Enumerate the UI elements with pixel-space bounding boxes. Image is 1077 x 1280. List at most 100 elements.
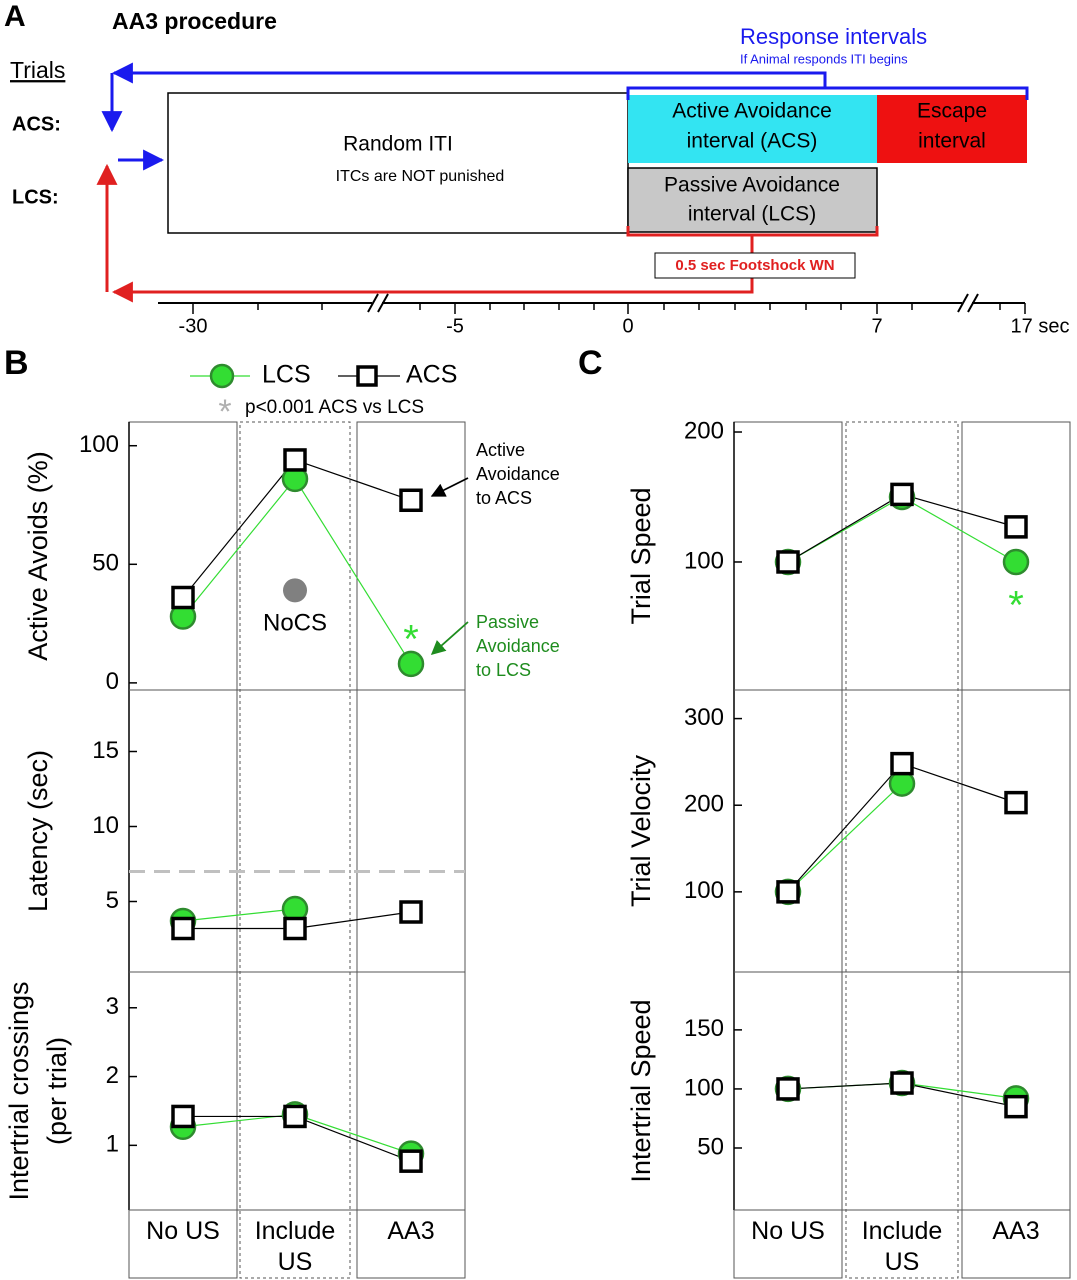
y-tick-label: 50 xyxy=(92,550,119,577)
y-tick-label: 5 xyxy=(106,887,119,914)
data-point xyxy=(1004,515,1028,539)
y-tick-label: 10 xyxy=(92,812,119,839)
annotation: Active xyxy=(476,440,525,460)
y-tick-label: 50 xyxy=(697,1133,724,1160)
y-tick-label: 2 xyxy=(106,1062,119,1089)
axis-break xyxy=(367,293,979,313)
data-point xyxy=(171,916,195,941)
category-column xyxy=(239,421,351,1279)
escape-box-text: interval xyxy=(918,130,986,153)
iti-box xyxy=(167,92,629,234)
annotation-arrow xyxy=(430,621,469,655)
y-tick-label: 15 xyxy=(92,737,119,764)
footshock-box xyxy=(654,252,856,279)
y-tick-label: 100 xyxy=(684,1074,724,1101)
y-axis-label: (per trial) xyxy=(42,1037,72,1145)
data-point xyxy=(1004,790,1028,815)
y-tick-label: 200 xyxy=(684,791,724,818)
data-point xyxy=(1002,548,1030,576)
timeline-label: 17 sec xyxy=(1011,315,1070,337)
data-point xyxy=(171,1104,195,1129)
acs-box-text: Active Avoidance xyxy=(672,100,832,123)
panel-title: AA3 procedure xyxy=(112,8,277,34)
data-point xyxy=(399,1149,423,1173)
acs-label: ACS: xyxy=(12,113,61,135)
annotation: to ACS xyxy=(476,488,532,508)
response-bracket xyxy=(626,86,1029,100)
lcs-label: LCS: xyxy=(12,186,59,208)
data-point xyxy=(399,900,423,924)
timeline-label: -5 xyxy=(446,315,464,337)
x-tick-label: AA3 xyxy=(992,1217,1040,1245)
data-point xyxy=(776,880,800,904)
panel-label: C xyxy=(578,344,603,382)
lcs-box xyxy=(627,167,878,233)
data-point xyxy=(283,448,307,472)
y-axis-label: Active Avoids (%) xyxy=(23,451,53,661)
series-line xyxy=(787,783,903,893)
data-point xyxy=(776,1077,800,1101)
annotation: to LCS xyxy=(476,660,531,680)
timeline-tick xyxy=(192,303,1026,314)
data-point xyxy=(890,482,914,507)
timeline-label: 7 xyxy=(871,315,882,337)
data-point xyxy=(1004,1094,1028,1119)
y-tick-label: 300 xyxy=(684,704,724,731)
legend-note: p<0.001 ACS vs LCS xyxy=(245,397,424,418)
trials-label: Trials xyxy=(10,57,65,83)
legend-label: LCS xyxy=(262,361,311,389)
significance-mark: * xyxy=(1008,584,1024,628)
iti-title: Random ITI xyxy=(343,133,453,156)
series-line xyxy=(182,908,296,922)
y-tick-label: 3 xyxy=(106,993,119,1020)
data-point xyxy=(890,1071,914,1095)
data-point xyxy=(171,585,195,610)
chart-C: C Trial Speed 100 200 * Trial Velocity 100 200 3… xyxy=(578,344,1071,1279)
timeline-label: 0 xyxy=(622,315,633,337)
chart-B: B Active Avoids (%) 0 50 100 NoCS * Active Avoid… xyxy=(4,344,560,1279)
data-point xyxy=(399,488,423,513)
lcs-box-text: Passive Avoidance xyxy=(664,174,840,197)
acs-box xyxy=(628,95,877,163)
data-point xyxy=(283,1104,307,1129)
data-point xyxy=(776,550,800,574)
significance-mark: * xyxy=(403,617,419,661)
response-note: If Animal responds ITI begins xyxy=(740,51,908,66)
category-column xyxy=(961,421,1071,1279)
acs-box-text: interval (ACS) xyxy=(687,130,818,153)
lcs-box-text: interval (LCS) xyxy=(688,203,816,226)
data-point xyxy=(283,916,307,941)
x-tick-label: No US xyxy=(751,1217,825,1245)
panel-label: A xyxy=(4,0,26,33)
y-tick-label: 150 xyxy=(684,1015,724,1042)
y-axis-label: Trial Speed xyxy=(626,487,656,624)
response-arrow xyxy=(111,62,827,88)
x-tick-label: AA3 xyxy=(387,1217,435,1245)
y-tick-label: 0 xyxy=(106,668,119,695)
annotation: Avoidance xyxy=(476,636,560,656)
y-axis-label: Intertrial Speed xyxy=(626,999,656,1182)
y-tick-label: 1 xyxy=(106,1131,119,1158)
legend-label: ACS xyxy=(406,361,457,389)
legend-marker xyxy=(209,363,235,389)
annotation: Passive xyxy=(476,612,539,632)
y-axis-label: Intertrial crossings xyxy=(4,981,34,1200)
nocs-point xyxy=(283,578,307,603)
y-axis-label: Latency (sec) xyxy=(23,750,53,912)
data-point xyxy=(397,650,425,678)
annotation-arrow xyxy=(430,477,469,497)
y-axis-label: Trial Velocity xyxy=(626,754,656,907)
timeline-label: -30 xyxy=(179,315,208,337)
panel-a: A AA3 procedure Trials ACS: LCS: Random … xyxy=(4,0,1069,337)
data-point xyxy=(890,751,914,776)
x-tick-label: No US xyxy=(146,1217,220,1245)
response-title: Response intervals xyxy=(740,24,927,49)
iti-note: ITCs are NOT punished xyxy=(336,168,505,185)
y-tick-label: 100 xyxy=(79,431,119,458)
x-tick-label: Include US xyxy=(861,1217,943,1276)
escape-box-text: Escape xyxy=(917,100,987,123)
y-tick-label: 100 xyxy=(684,877,724,904)
footshock-text: 0.5 sec Footshock WN xyxy=(675,257,834,274)
x-tick-label: Include US xyxy=(254,1217,336,1276)
